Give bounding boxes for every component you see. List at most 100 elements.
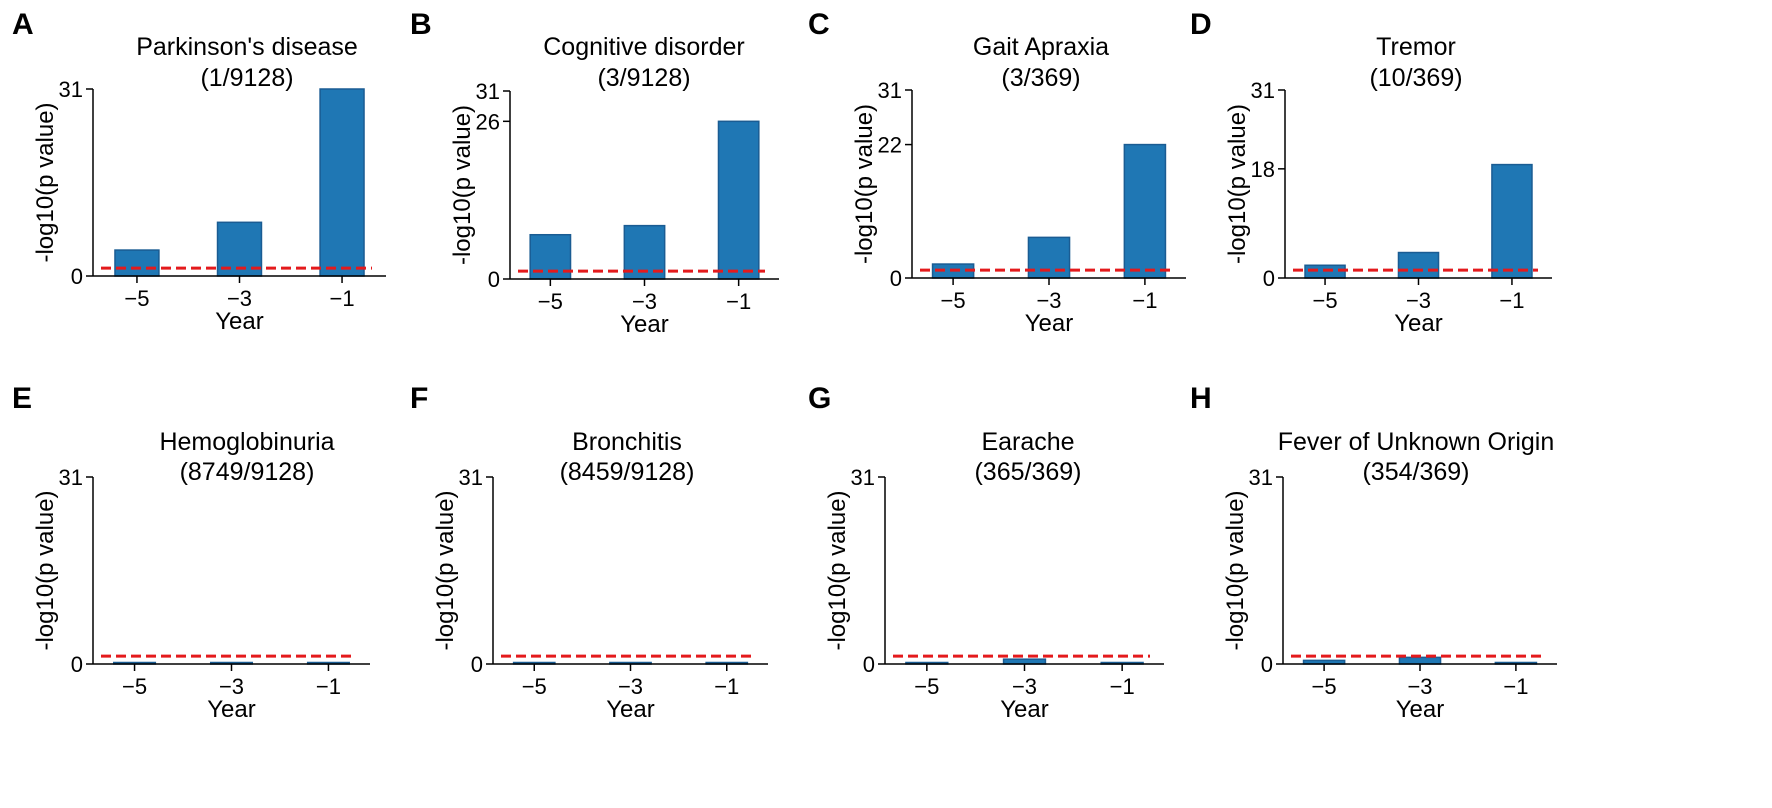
x-tick-label: −3 bbox=[632, 289, 657, 314]
bar bbox=[319, 88, 365, 277]
x-axis-label: Year bbox=[1025, 310, 1074, 337]
bar bbox=[1027, 236, 1071, 279]
chart-subtitle: (1/9128) bbox=[200, 64, 293, 92]
y-tick-label: 31 bbox=[851, 465, 875, 490]
x-tick-label: −3 bbox=[1012, 674, 1037, 699]
chart-title: Earache bbox=[981, 428, 1074, 456]
bar bbox=[1491, 163, 1533, 279]
y-tick-label: 0 bbox=[71, 652, 83, 677]
chart-panel-f: F Bronchitis(8459/9128) 0 31 −5 −3 −1 Year -log1… bbox=[410, 382, 768, 723]
chart-subtitle: (3/369) bbox=[1001, 64, 1080, 92]
chart-title: Hemoglobinuria bbox=[159, 428, 334, 456]
y-tick-label: 31 bbox=[1251, 78, 1275, 103]
y-tick-label: 31 bbox=[1249, 465, 1273, 490]
chart-subtitle: (8459/9128) bbox=[560, 458, 695, 486]
x-tick-label: −1 bbox=[1503, 674, 1528, 699]
y-axis-label: -log10(p value) bbox=[851, 104, 878, 264]
chart-title: Parkinson's disease bbox=[136, 33, 358, 61]
y-tick-label: 0 bbox=[863, 652, 875, 677]
chart-title: Cognitive disorder bbox=[543, 33, 745, 61]
x-tick-label: −5 bbox=[522, 674, 547, 699]
x-tick-label: −1 bbox=[1132, 288, 1157, 313]
panel-letter: A bbox=[12, 8, 34, 41]
y-tick-label: 0 bbox=[1263, 266, 1275, 291]
x-tick-label: −5 bbox=[941, 288, 966, 313]
panel-letter: B bbox=[410, 8, 432, 41]
y-tick-label: 0 bbox=[471, 652, 483, 677]
chart-panel-a: A Parkinson's disease (1/9128) 0 31 −5 −3 −1 Yea… bbox=[12, 8, 386, 335]
chart-subtitle: (8749/9128) bbox=[180, 458, 315, 486]
x-axis-label: Year bbox=[215, 308, 264, 335]
chart-subtitle: (10/369) bbox=[1369, 64, 1462, 92]
x-axis-label: Year bbox=[207, 696, 256, 723]
bar bbox=[1398, 656, 1442, 665]
x-tick-label: −1 bbox=[330, 286, 355, 311]
x-tick-label: −5 bbox=[1312, 674, 1337, 699]
y-tick-label: 0 bbox=[71, 264, 83, 289]
y-tick-label: 22 bbox=[878, 133, 902, 158]
chart-panel-d: D Tremor (10/369) 0 18 31 −5 −3 −1 Year -log10(p v… bbox=[1190, 8, 1552, 337]
chart-subtitle: (354/369) bbox=[1362, 458, 1469, 486]
x-tick-label: −5 bbox=[122, 674, 147, 699]
y-axis-label: -log10(p value) bbox=[449, 105, 476, 265]
chart-title: Tremor bbox=[1376, 33, 1456, 61]
x-tick-label: −5 bbox=[538, 289, 563, 314]
chart-title: Fever of Unknown Origin bbox=[1278, 428, 1555, 456]
y-tick-label: 31 bbox=[878, 78, 902, 103]
x-axis-label: Year bbox=[620, 311, 669, 338]
chart-panel-g: G Earache(365/369) 0 31 −5 −3 −1 Year -log10(p v… bbox=[808, 382, 1164, 723]
panel-letter: D bbox=[1190, 8, 1212, 41]
y-axis-label: -log10(p value) bbox=[1222, 490, 1249, 650]
y-tick-label: 18 bbox=[1251, 157, 1275, 182]
panel-letter: G bbox=[808, 382, 831, 415]
panel-letter: F bbox=[410, 382, 428, 415]
x-tick-label: −3 bbox=[219, 674, 244, 699]
y-tick-label: 31 bbox=[459, 465, 483, 490]
x-axis-label: Year bbox=[1000, 696, 1049, 723]
chart-subtitle: (365/369) bbox=[974, 458, 1081, 486]
y-axis-label: -log10(p value) bbox=[32, 102, 59, 262]
chart-title: Gait Apraxia bbox=[973, 33, 1109, 61]
x-tick-label: −1 bbox=[1499, 288, 1524, 313]
y-tick-label: 0 bbox=[488, 267, 500, 292]
bar bbox=[717, 120, 760, 280]
y-axis-label: -log10(p value) bbox=[32, 490, 59, 650]
y-tick-label: 0 bbox=[890, 266, 902, 291]
chart-subtitle: (3/9128) bbox=[597, 64, 690, 92]
bar bbox=[1397, 251, 1440, 279]
x-tick-label: −1 bbox=[1110, 674, 1135, 699]
bar bbox=[1304, 264, 1346, 279]
bar bbox=[114, 249, 160, 277]
chart-panel-c: C Gait Apraxia (3/369) 0 22 31 −5 −3 −1 Year -log1… bbox=[808, 8, 1186, 337]
x-tick-label: −3 bbox=[227, 286, 252, 311]
x-tick-label: −3 bbox=[1407, 674, 1432, 699]
x-axis-label: Year bbox=[1396, 696, 1445, 723]
panel-letter: C bbox=[808, 8, 830, 41]
x-tick-label: −5 bbox=[914, 674, 939, 699]
y-tick-label: 31 bbox=[59, 465, 83, 490]
x-tick-label: −5 bbox=[124, 286, 149, 311]
x-axis-label: Year bbox=[1394, 310, 1443, 337]
y-tick-label: 31 bbox=[476, 79, 500, 104]
x-tick-label: −3 bbox=[1406, 288, 1431, 313]
chart-title: Bronchitis bbox=[572, 428, 682, 456]
y-axis-label: -log10(p value) bbox=[1224, 104, 1251, 264]
y-tick-label: 0 bbox=[1261, 652, 1273, 677]
bar bbox=[1123, 143, 1167, 279]
chart-panel-e: E Hemoglobinuria(8749/9128) 0 31 −5 −3 −1 Year -… bbox=[12, 382, 370, 723]
x-tick-label: −1 bbox=[316, 674, 341, 699]
chart-panel-h: H Fever of Unknown Origin(354/369) 0 31 −5 −3… bbox=[1190, 382, 1557, 723]
y-axis-label: -log10(p value) bbox=[824, 490, 851, 650]
panel-letter: H bbox=[1190, 382, 1212, 415]
chart-panel-b: B Cognitive disorder (3/9128) 0 26 31 −5 −3 −1 Ye… bbox=[410, 8, 779, 338]
x-tick-label: −3 bbox=[618, 674, 643, 699]
y-tick-label: 31 bbox=[59, 77, 83, 102]
x-axis-label: Year bbox=[606, 696, 655, 723]
y-axis-label: -log10(p value) bbox=[432, 490, 459, 650]
x-tick-label: −1 bbox=[714, 674, 739, 699]
x-tick-label: −5 bbox=[1313, 288, 1338, 313]
x-tick-label: −1 bbox=[726, 289, 751, 314]
x-tick-label: −3 bbox=[1036, 288, 1061, 313]
panel-letter: E bbox=[12, 382, 32, 415]
